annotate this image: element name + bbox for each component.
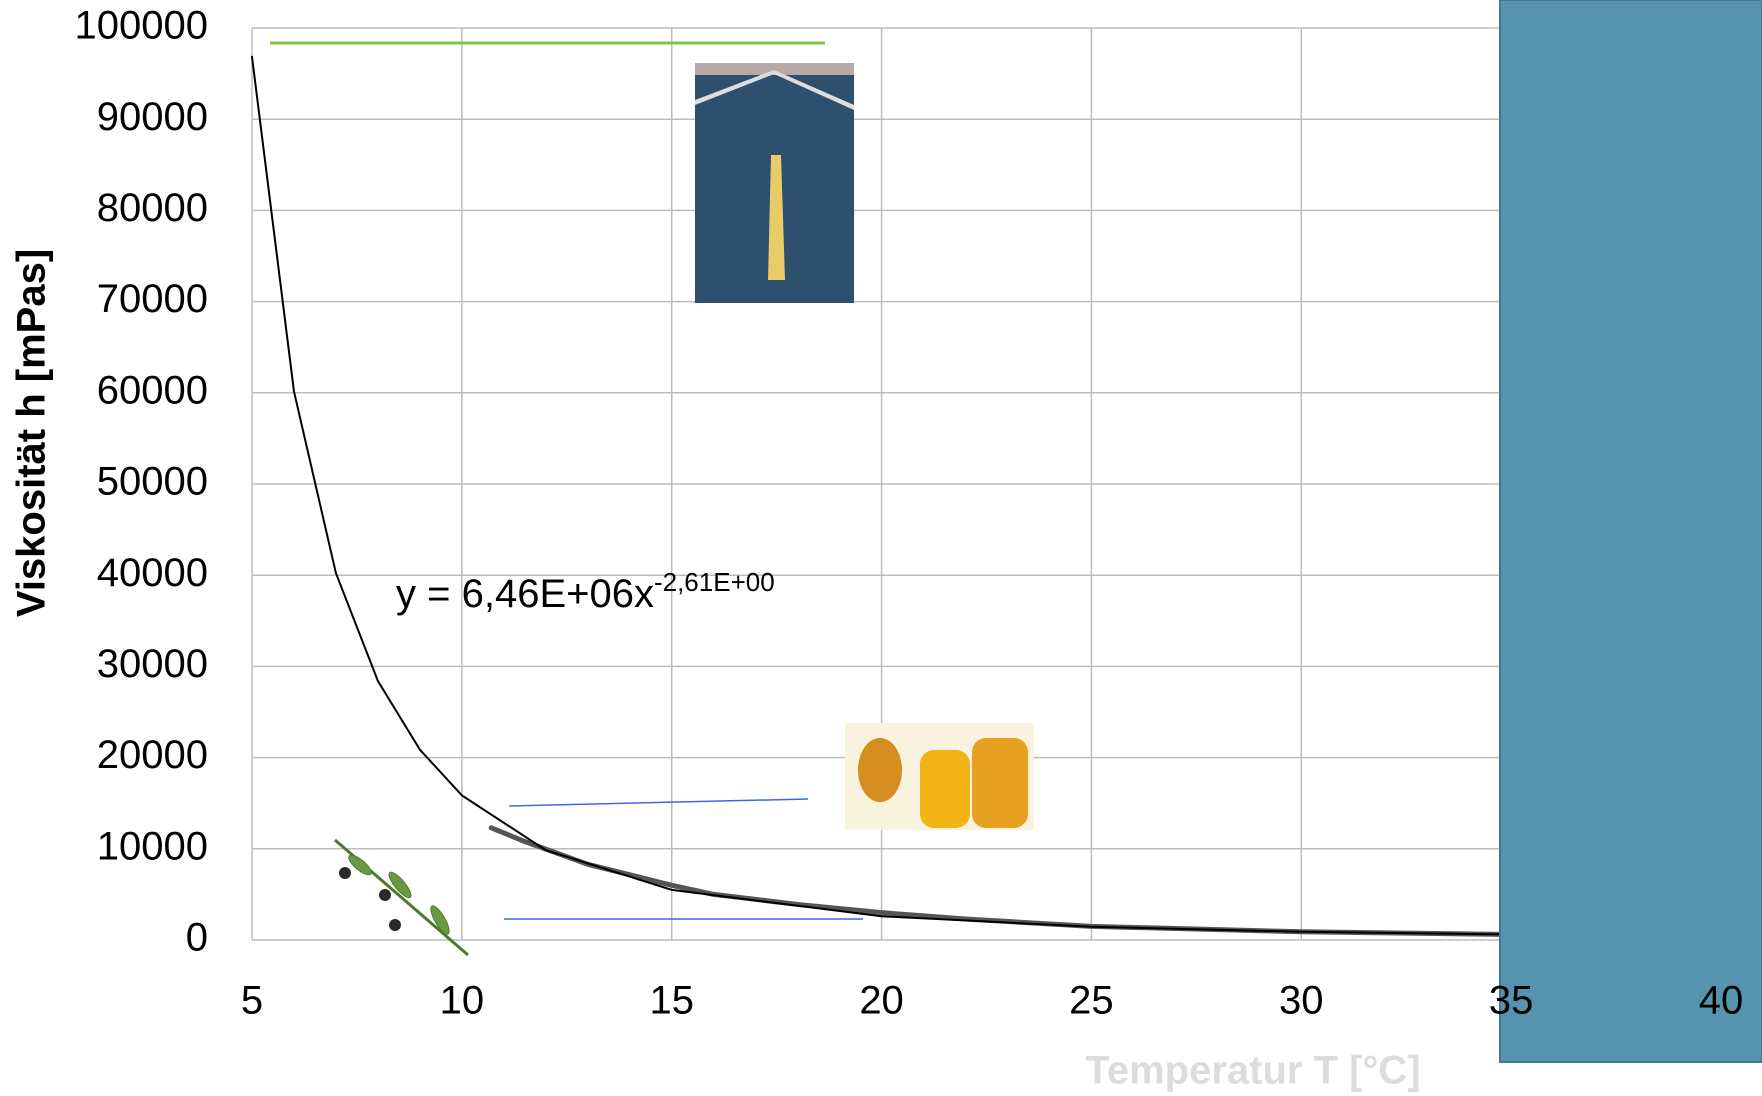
- x-tick-label: 30: [1279, 979, 1324, 1023]
- y-tick-label: 20000: [97, 733, 208, 777]
- x-tick-labels: 5 10 15 20 25 30 35 40: [241, 979, 1743, 1023]
- equation-text: y = 6,46E+06x: [396, 572, 654, 616]
- olive-image: [335, 840, 468, 955]
- trendline-equation: y = 6,46E+06x-2,61E+00: [396, 567, 775, 616]
- blue-marker-line: [509, 799, 808, 806]
- y-tick-label: 60000: [97, 368, 208, 412]
- x-axis-title: Temperatur T [°C]: [1085, 1049, 1420, 1093]
- x-tick-label: 5: [241, 979, 263, 1023]
- y-tick-label: 80000: [97, 186, 208, 230]
- x-tick-label: 20: [859, 979, 904, 1023]
- y-tick-label: 0: [186, 916, 208, 960]
- y-tick-label: 70000: [97, 277, 208, 321]
- honey-image: [845, 723, 1034, 830]
- y-tick-label: 100000: [75, 4, 208, 48]
- x-tick-label: 10: [440, 979, 485, 1023]
- y-tick-label: 10000: [97, 824, 208, 868]
- y-tick-label: 40000: [97, 551, 208, 595]
- x-tick-label: 25: [1069, 979, 1114, 1023]
- road-image: [695, 63, 854, 303]
- x-tick-label: 40: [1699, 979, 1744, 1023]
- y-tick-label: 90000: [97, 95, 208, 139]
- equation-exponent: -2,61E+00: [654, 567, 775, 597]
- x-tick-label: 15: [649, 979, 694, 1023]
- x-tick-label: 35: [1489, 979, 1534, 1023]
- overlay-panel: [1500, 0, 1762, 1062]
- y-tick-label: 50000: [97, 460, 208, 504]
- y-tick-label: 30000: [97, 642, 208, 686]
- chart: 0 10000 20000 30000 40000 50000 60000 70000 8000…: [0, 0, 1762, 1096]
- y-axis-title: Viskosität h [mPas]: [10, 249, 54, 617]
